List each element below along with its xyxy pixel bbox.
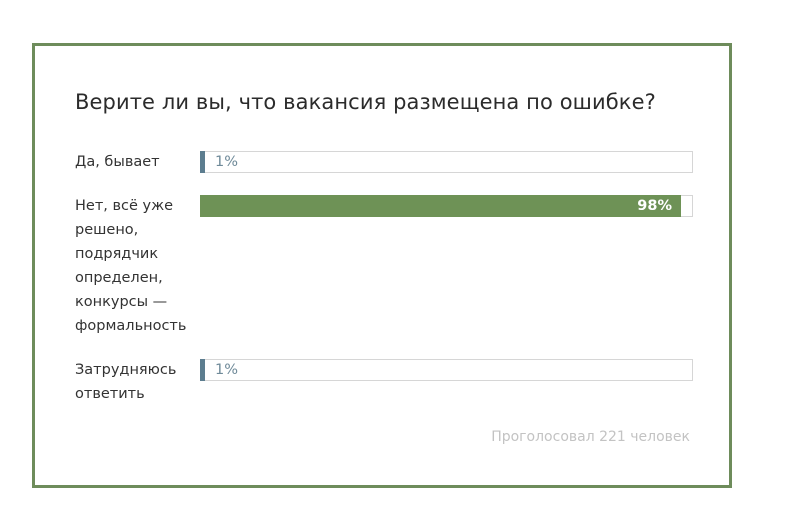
option-percent: 1% [215,154,239,170]
option-bar-fill [200,195,681,217]
option-bar: 1% [200,359,693,381]
poll-question: Верите ли вы, что вакансия размещена по … [75,90,656,114]
option-bar-fill [200,151,205,173]
option-label: Да, бывает [75,154,160,170]
option-label: Нет, всё уже решено, подрядчик определен… [75,198,187,334]
option-bar: 98% [200,195,693,217]
poll-total-votes: Проголосовал 221 человек [491,429,690,445]
option-bar-fill [200,359,205,381]
option-percent: 98% [637,198,672,214]
option-bar: 1% [200,151,693,173]
option-percent: 1% [215,362,239,378]
option-label: Затрудняюсь ответить [75,362,177,402]
poll-card: Верите ли вы, что вакансия размещена по … [32,43,732,488]
